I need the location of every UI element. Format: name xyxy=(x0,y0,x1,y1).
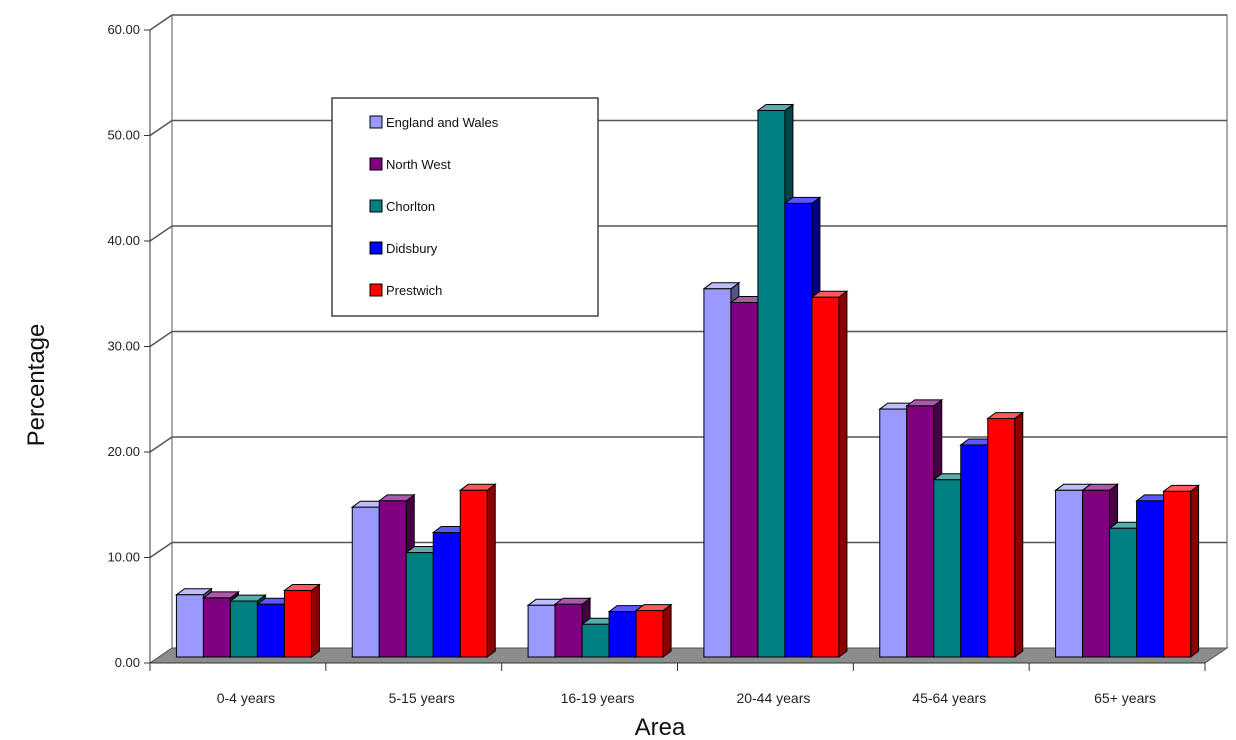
bars xyxy=(174,103,1201,658)
bar-front xyxy=(960,444,989,658)
legend-label: England and Wales xyxy=(386,115,499,130)
bar-side xyxy=(1014,411,1024,658)
x-tick-label-20-44-years: 20-44 years xyxy=(736,690,810,706)
legend-label: Didsbury xyxy=(386,241,438,256)
bar-front xyxy=(351,506,380,658)
bar-front xyxy=(229,600,258,658)
legend: England and Wales North West Chorlton Didsb… xyxy=(331,97,599,317)
legend-swatch xyxy=(369,241,383,255)
gridline-side xyxy=(149,225,173,242)
bar-front xyxy=(1082,489,1111,658)
y-tick-label: 30.00 xyxy=(107,339,140,354)
legend-swatch xyxy=(369,283,383,297)
bar-front xyxy=(635,610,664,658)
bar-front xyxy=(581,623,610,658)
gridline-side xyxy=(149,14,173,31)
gridline-side xyxy=(149,436,173,453)
bar-prestwich-16-19-years xyxy=(634,603,673,658)
bar-prestwich-65-years xyxy=(1162,484,1201,658)
legend-item-north-west: North West xyxy=(369,157,451,172)
bar-side xyxy=(486,483,496,658)
legend-swatch xyxy=(369,115,383,129)
bar-front xyxy=(459,489,488,658)
legend-label: Prestwich xyxy=(386,283,442,298)
y-tick-label: 50.00 xyxy=(107,128,140,143)
bar-front xyxy=(811,296,840,658)
legend-label: Chorlton xyxy=(386,199,435,214)
bar-front xyxy=(757,110,786,658)
bar-prestwich-0-4-years xyxy=(282,583,321,658)
bar-front xyxy=(1136,500,1165,658)
bar-front xyxy=(608,611,637,658)
x-tick-label-0-4-years: 0-4 years xyxy=(217,690,275,706)
legend-item-chorlton: Chorlton xyxy=(369,199,435,214)
bar-front xyxy=(906,405,935,658)
x-axis-title: Area xyxy=(635,714,686,740)
legend-item-prestwich: Prestwich xyxy=(369,283,442,298)
y-axis-title: Percentage xyxy=(23,324,50,447)
y-tick-label: 20.00 xyxy=(107,444,140,459)
x-tick-label-45-64-years: 45-64 years xyxy=(912,690,986,706)
bar-front xyxy=(256,603,285,658)
bar-front xyxy=(202,597,231,658)
bar-side xyxy=(838,290,848,658)
bar-front xyxy=(703,288,732,658)
y-tick-label: 60.00 xyxy=(107,22,140,37)
x-tick-label-65-years: 65+ years xyxy=(1094,690,1156,706)
bar-front xyxy=(432,532,461,658)
y-tick-label: 40.00 xyxy=(107,233,140,248)
legend-item-england-and-wales: England and Wales xyxy=(369,115,499,130)
gridline-side xyxy=(149,119,173,137)
bar-front xyxy=(1055,489,1084,658)
bar-front xyxy=(554,603,583,658)
bar-side xyxy=(1190,484,1200,658)
x-tick-label-16-19-years: 16-19 years xyxy=(561,690,635,706)
gridline-side xyxy=(149,330,173,348)
x-tick-label-5-15-years: 5-15 years xyxy=(389,690,455,706)
gridlines xyxy=(149,14,1227,559)
bar-front xyxy=(378,500,407,658)
bar-front xyxy=(283,590,312,658)
x-axis-labels: 0-4 years 5-15 years 16-19 years 20-44 year… xyxy=(149,662,1206,706)
y-axis-ticks: 0.00 10.00 20.00 30.00 40.00 50.00 60.00 xyxy=(107,22,151,670)
bar-front xyxy=(730,302,759,658)
bar-front xyxy=(1163,490,1192,658)
legend-item-didsbury: Didsbury xyxy=(369,241,438,256)
legend-swatch xyxy=(369,157,383,171)
bar-prestwich-45-64-years xyxy=(986,411,1025,658)
gridline-side xyxy=(149,541,173,559)
bar-side xyxy=(310,583,320,658)
bar-front xyxy=(933,479,962,658)
legend-swatch xyxy=(369,199,383,213)
bar-side xyxy=(662,603,672,658)
bar-front xyxy=(527,604,556,658)
y-tick-label: 0.00 xyxy=(115,655,140,670)
bar-front xyxy=(987,418,1016,658)
y-tick-label: 10.00 xyxy=(107,550,140,565)
bar-front xyxy=(1109,527,1138,658)
bar-prestwich-5-15-years xyxy=(458,483,497,658)
bar-front xyxy=(175,594,204,658)
legend-label: North West xyxy=(386,157,451,172)
bar-front xyxy=(405,552,434,658)
bar-prestwich-20-44-years xyxy=(810,290,849,658)
bar-front xyxy=(784,202,813,658)
bar-front xyxy=(879,408,908,658)
